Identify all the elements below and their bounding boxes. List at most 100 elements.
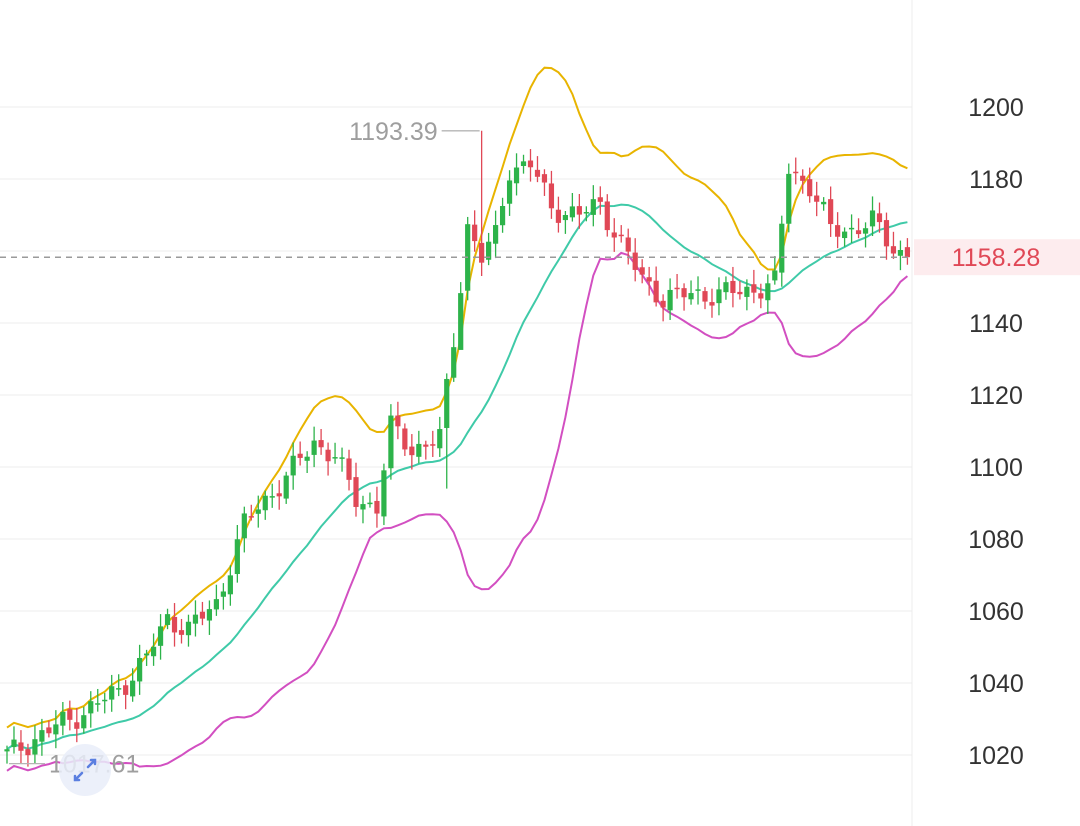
- candle: [541, 169, 548, 196]
- candle: [178, 618, 185, 644]
- upper-band-line: [6, 66, 908, 729]
- candle: [458, 282, 464, 350]
- candle: [381, 463, 387, 526]
- candle: [185, 614, 192, 647]
- candle: [800, 169, 806, 194]
- candle: [779, 215, 785, 287]
- candle: [137, 644, 143, 695]
- expand-button[interactable]: [59, 744, 111, 796]
- candle: [67, 700, 73, 731]
- candle: [548, 170, 555, 219]
- expand-icon: [86, 758, 97, 769]
- candle: [667, 278, 673, 320]
- current-price-badge: [914, 239, 1080, 276]
- candle: [702, 287, 708, 310]
- candle: [39, 718, 45, 756]
- y-tick-label: 1180: [969, 166, 1023, 194]
- candle: [74, 707, 80, 743]
- candle: [737, 281, 743, 300]
- y-tick-label: 1140: [969, 310, 1023, 338]
- candle: [388, 404, 394, 480]
- candle: [576, 194, 582, 229]
- y-tick-label: 1040: [968, 670, 1024, 698]
- candle: [786, 163, 792, 233]
- candle: [318, 428, 324, 455]
- candle: [367, 492, 373, 508]
- candle: [751, 269, 757, 304]
- candle: [639, 259, 645, 284]
- candle: [534, 156, 541, 183]
- candle: [164, 608, 171, 630]
- candle: [869, 196, 876, 237]
- candle: [234, 524, 240, 583]
- candle: [325, 442, 331, 476]
- candle: [437, 416, 443, 457]
- candle: [632, 238, 638, 282]
- candle: [4, 745, 10, 764]
- candle: [102, 692, 108, 714]
- candle: [744, 279, 750, 311]
- candle: [395, 401, 401, 440]
- candle: [276, 480, 282, 510]
- candle: [583, 206, 589, 222]
- candle: [709, 288, 715, 318]
- candle: [660, 294, 666, 322]
- candle: [807, 167, 813, 203]
- candle: [304, 451, 310, 474]
- candle: [618, 225, 624, 243]
- candle: [653, 266, 659, 307]
- candle: [493, 210, 499, 259]
- candle: [862, 222, 869, 248]
- candle: [716, 277, 722, 316]
- candle: [192, 600, 199, 637]
- candle: [32, 725, 38, 764]
- candle: [814, 181, 820, 217]
- candle: [402, 423, 408, 456]
- current-price-label: 1158.28: [952, 244, 1041, 272]
- candle: [171, 603, 178, 647]
- grid-lines: [0, 106, 912, 756]
- candle: [793, 157, 799, 185]
- candle: [262, 490, 268, 520]
- candle: [241, 506, 247, 553]
- candle: [730, 266, 736, 308]
- candle: [88, 691, 94, 728]
- candle: [297, 441, 303, 466]
- candle: [772, 256, 778, 285]
- candle: [46, 720, 52, 738]
- candle: [353, 462, 359, 517]
- candle: [199, 601, 206, 626]
- price-axis-background: [912, 0, 1080, 826]
- candle: [890, 231, 897, 259]
- candle: [821, 197, 827, 211]
- y-tick-label: 1200: [968, 94, 1024, 122]
- candle: [527, 149, 534, 182]
- candle: [590, 185, 596, 227]
- candle: [95, 688, 101, 712]
- candle: [625, 228, 631, 265]
- candle: [848, 214, 855, 243]
- candle: [765, 274, 771, 315]
- candle: [339, 447, 345, 472]
- candle: [416, 430, 422, 464]
- candle: [758, 283, 764, 309]
- candle: [206, 600, 213, 635]
- candle: [569, 193, 575, 222]
- candle: [555, 196, 562, 233]
- candle: [227, 565, 233, 606]
- candle: [150, 633, 157, 666]
- candle: [499, 197, 506, 233]
- candle: [11, 726, 17, 754]
- current-price-marker: 1158.28: [0, 239, 1080, 276]
- candle: [81, 706, 87, 734]
- candle: [423, 440, 429, 460]
- candle: [520, 154, 527, 174]
- candle: [904, 238, 911, 265]
- bollinger-bands: [6, 66, 909, 772]
- lower-band-line: [6, 251, 909, 772]
- candle: [220, 583, 226, 610]
- candle: [332, 442, 338, 464]
- candle: [25, 743, 31, 767]
- candle: [444, 373, 450, 489]
